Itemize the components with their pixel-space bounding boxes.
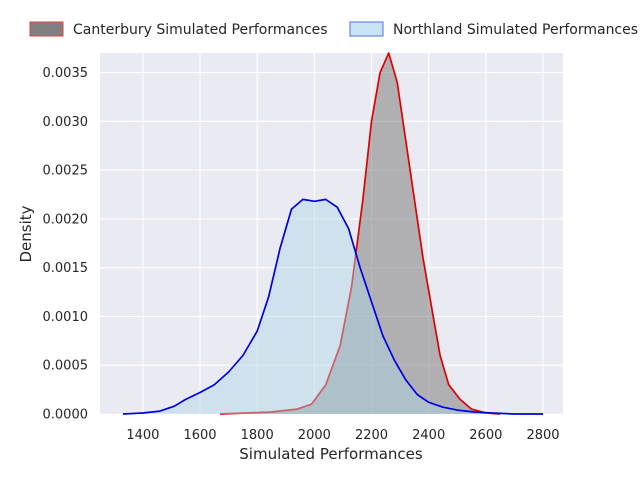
- x-tick-label-0: 1400: [126, 428, 159, 443]
- x-axis-title: Simulated Performances: [239, 445, 423, 463]
- y-tick-label-0: 0.0000: [43, 408, 89, 423]
- x-tick-label-1: 1600: [183, 428, 216, 443]
- y-axis-ticks: 0.0000 0.0005 0.0010 0.0015 0.0020 0.0025 0.00…: [43, 66, 89, 422]
- legend-swatch-northland: [349, 21, 384, 37]
- x-tick-label-4: 2200: [355, 428, 388, 443]
- y-tick-label-3: 0.0015: [43, 261, 89, 276]
- y-tick-label-4: 0.0020: [43, 212, 89, 227]
- y-tick-label-6: 0.0030: [43, 115, 89, 130]
- gridlines: [100, 53, 563, 415]
- series-fill-1: [122, 199, 544, 414]
- x-tick-label-5: 2400: [412, 428, 445, 443]
- legend-label-canterbury: Canterbury Simulated Performances: [73, 22, 328, 38]
- x-tick-label-2: 1800: [241, 428, 274, 443]
- series-line-1: [122, 198, 543, 415]
- x-tick-label-6: 2600: [469, 428, 502, 443]
- y-tick-label-2: 0.0010: [43, 310, 89, 325]
- density-areas: [122, 52, 544, 415]
- legend: Canterbury Simulated Performances Northl…: [29, 21, 638, 38]
- series-fill-0: [220, 53, 501, 414]
- legend-label-northland: Northland Simulated Performances: [393, 22, 638, 38]
- legend-swatch-canterbury: [29, 21, 64, 37]
- y-tick-label-5: 0.0025: [43, 164, 89, 179]
- series-line-0: [219, 52, 501, 415]
- y-tick-label-1: 0.0005: [43, 359, 89, 374]
- y-axis-title: Density: [17, 205, 35, 262]
- x-tick-label-3: 2000: [298, 428, 331, 443]
- y-tick-label-7: 0.0035: [43, 66, 89, 81]
- x-axis-ticks: 1400 1600 1800 2000 2200 2400 2600 2800: [126, 428, 559, 443]
- x-tick-label-7: 2800: [526, 428, 559, 443]
